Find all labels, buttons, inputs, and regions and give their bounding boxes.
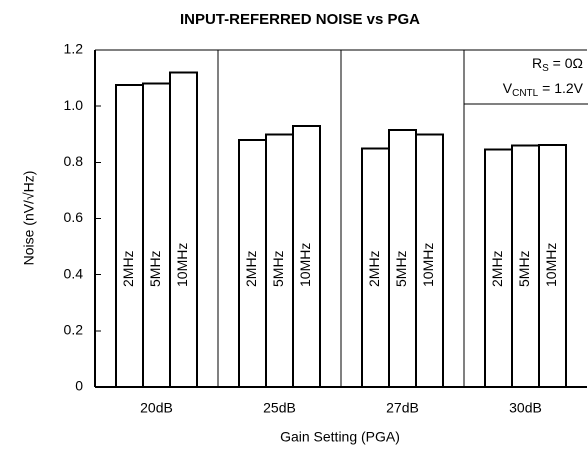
- annotation-sub: CNTL: [512, 88, 539, 99]
- bar: [388, 129, 417, 388]
- bar-label: 5MHz: [147, 250, 163, 287]
- annotation-main: V: [503, 80, 513, 96]
- bar-label: 2MHz: [243, 250, 259, 287]
- annotation: VCNTL = 1.2V: [503, 80, 584, 99]
- y-tick-label: 0.2: [64, 322, 84, 338]
- bar-label: 10MHz: [420, 243, 436, 287]
- y-axis-label: Noise (nV/√Hz): [21, 171, 37, 266]
- bar: [538, 143, 567, 388]
- bar: [115, 84, 144, 389]
- y-tick-label: 0.8: [64, 153, 84, 169]
- bar: [361, 147, 390, 388]
- y-tick-label: 1.2: [64, 41, 84, 57]
- bar-label: 5MHz: [270, 250, 286, 287]
- bar-label: 10MHz: [297, 243, 313, 287]
- bar-label: 2MHz: [489, 250, 505, 287]
- y-tick-label: 0.4: [64, 265, 84, 281]
- bar-label: 5MHz: [393, 250, 409, 287]
- bar: [265, 133, 294, 388]
- bar-label: 5MHz: [516, 250, 532, 287]
- bar-label: 2MHz: [366, 250, 382, 287]
- chart-title: INPUT-REFERRED NOISE vs PGA: [180, 11, 420, 28]
- annotation: RS = 0Ω: [532, 55, 583, 74]
- bar: [142, 82, 171, 388]
- x-tick-label: 30dB: [509, 400, 542, 416]
- bar-label: 10MHz: [543, 243, 559, 287]
- annotation-sub: S: [542, 63, 549, 74]
- bar-label: 2MHz: [120, 250, 136, 287]
- x-axis-label: Gain Setting (PGA): [280, 429, 400, 445]
- annotation-rest: = 1.2V: [538, 80, 583, 96]
- x-tick-label: 25dB: [263, 400, 296, 416]
- x-tick-label: 20dB: [140, 400, 173, 416]
- bar: [169, 71, 198, 388]
- annotation-main: R: [532, 55, 542, 71]
- y-tick-label: 1.0: [64, 97, 84, 113]
- bar: [484, 148, 513, 388]
- x-tick-label: 27dB: [386, 400, 419, 416]
- bar: [415, 133, 444, 388]
- y-tick-label: 0.6: [64, 209, 84, 225]
- bar-label: 10MHz: [174, 243, 190, 287]
- annotation-rest: = 0Ω: [549, 55, 583, 71]
- y-tick-label: 0: [75, 378, 83, 394]
